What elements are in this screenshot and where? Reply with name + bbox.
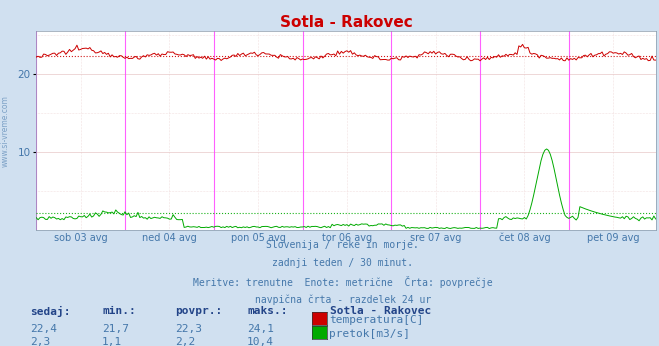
Text: min.:: min.: <box>102 306 136 316</box>
Text: www.si-vreme.com: www.si-vreme.com <box>1 95 10 166</box>
Text: 22,3: 22,3 <box>175 324 202 334</box>
Text: povpr.:: povpr.: <box>175 306 222 316</box>
Text: Slovenija / reke in morje.: Slovenija / reke in morje. <box>266 240 419 251</box>
Text: temperatura[C]: temperatura[C] <box>330 315 424 325</box>
Text: Meritve: trenutne  Enote: metrične  Črta: povprečje: Meritve: trenutne Enote: metrične Črta: … <box>193 276 492 289</box>
Text: 21,7: 21,7 <box>102 324 129 334</box>
Text: maks.:: maks.: <box>247 306 287 316</box>
Text: pretok[m3/s]: pretok[m3/s] <box>330 329 411 339</box>
Text: 1,1: 1,1 <box>102 337 123 346</box>
Text: sedaj:: sedaj: <box>30 306 70 317</box>
Text: navpična črta - razdelek 24 ur: navpična črta - razdelek 24 ur <box>254 294 431 305</box>
Text: 22,4: 22,4 <box>30 324 57 334</box>
Text: 10,4: 10,4 <box>247 337 274 346</box>
Title: Sotla - Rakovec: Sotla - Rakovec <box>279 15 413 30</box>
Text: Sotla - Rakovec: Sotla - Rakovec <box>330 306 431 316</box>
Text: 2,3: 2,3 <box>30 337 50 346</box>
Text: 2,2: 2,2 <box>175 337 195 346</box>
Text: zadnji teden / 30 minut.: zadnji teden / 30 minut. <box>272 258 413 268</box>
Text: 24,1: 24,1 <box>247 324 274 334</box>
